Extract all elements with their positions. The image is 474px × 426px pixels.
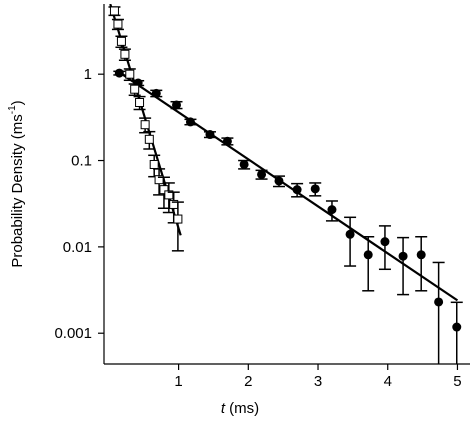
data-point [452, 322, 462, 332]
error-bar [415, 235, 428, 292]
x-tick-label: 5 [453, 373, 461, 390]
data-point [434, 297, 444, 307]
error-bar [362, 235, 375, 292]
data-point [109, 6, 119, 16]
y-tick-label: 0.01 [63, 239, 92, 256]
data-point [130, 84, 140, 94]
error-bar [378, 225, 391, 271]
data-point [363, 250, 373, 260]
y-axis-label: Probability Density (ms-1) [7, 100, 26, 267]
error-bar [432, 261, 445, 364]
error-bar [397, 236, 410, 296]
x-axis-label-italic: t [221, 400, 226, 417]
data-point [113, 19, 123, 29]
error-bar [344, 216, 357, 267]
x-tick-label: 4 [384, 373, 392, 390]
data-point [345, 229, 355, 239]
data-point [151, 88, 161, 98]
y-axis-label-superscript: -1 [7, 105, 18, 114]
data-point [205, 130, 215, 140]
x-tick-label: 3 [314, 373, 322, 390]
data-point [416, 250, 426, 260]
x-tick-label: 1 [174, 373, 182, 390]
data-point [159, 185, 169, 195]
x-axis-label: t (ms) [221, 400, 259, 417]
data-point [149, 159, 159, 169]
y-tick-label: 0.001 [54, 325, 92, 342]
y-axis-label-text: Probability Density (ms [9, 114, 26, 267]
data-point [154, 175, 164, 185]
data-point [125, 69, 135, 79]
data-point [257, 169, 267, 179]
data-point [173, 214, 183, 224]
data-point [135, 98, 145, 108]
data-point [239, 159, 249, 169]
error-bar [171, 201, 184, 252]
y-axis-label-suffix: ) [9, 100, 26, 105]
data-point [380, 237, 390, 247]
data-point [398, 251, 408, 261]
data-point [140, 120, 150, 130]
x-axis-label-text: (ms) [225, 400, 259, 417]
data-point [327, 205, 337, 215]
y-tick-label: 1 [84, 66, 92, 83]
data-point [120, 49, 130, 59]
data-point [274, 176, 284, 186]
plot-area [108, 4, 463, 364]
data-point [116, 36, 126, 46]
data-point [292, 185, 302, 195]
data-point [185, 117, 195, 127]
data-point [222, 136, 232, 146]
data-point [164, 190, 174, 200]
data-point [310, 184, 320, 194]
data-point [114, 68, 124, 78]
data-point [144, 134, 154, 144]
fit-line [118, 71, 459, 302]
y-tick-label: 0.1 [71, 153, 92, 170]
x-tick-label: 2 [244, 373, 252, 390]
data-point [172, 100, 182, 110]
